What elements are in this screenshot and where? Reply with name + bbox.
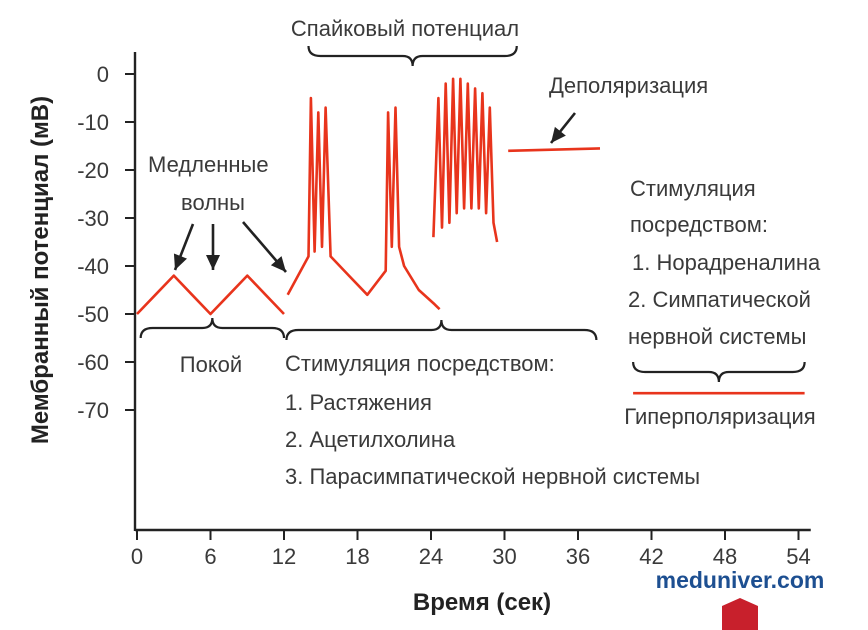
watermark-text: meduniver.com bbox=[656, 567, 825, 593]
brace-hyperpolarization bbox=[632, 361, 806, 383]
annotation-marks bbox=[139, 45, 806, 383]
y-tick-label: 0 bbox=[97, 62, 109, 87]
label-stim-bottom-1: Стимуляция посредством: bbox=[285, 351, 555, 376]
x-tick-label: 42 bbox=[639, 544, 663, 569]
brace-spike bbox=[307, 45, 518, 67]
watermark-shield-icon bbox=[722, 598, 758, 630]
traces bbox=[136, 77, 805, 395]
x-axis-title: Время (сек) bbox=[413, 589, 551, 616]
label-spike-potential: Спайковый потенциал bbox=[291, 16, 519, 41]
x-tick-label: 6 bbox=[204, 544, 216, 569]
y-tick-label: -70 bbox=[77, 398, 109, 423]
x-tick-label: 36 bbox=[566, 544, 590, 569]
y-tick-label: -40 bbox=[77, 254, 109, 279]
label-stim-right-3: 1. Норадреналина bbox=[632, 250, 821, 275]
label-stim-bottom-2: 1. Растяжения bbox=[285, 390, 432, 415]
annotation-labels: Спайковый потенциал Деполяризация Медленны… bbox=[148, 16, 824, 630]
brace-stimulation-bottom bbox=[285, 319, 598, 341]
x-tick-label: 54 bbox=[786, 544, 810, 569]
x-tick-label: 12 bbox=[272, 544, 296, 569]
y-axis-title: Мембранный потенциал (мВ) bbox=[27, 96, 54, 444]
y-tick-label: -20 bbox=[77, 158, 109, 183]
series-spike-burst bbox=[432, 77, 499, 243]
axes: 0 -10 -20 -30 -40 -50 -60 -70 0 6 12 18 24 30 36 42 48 54… bbox=[27, 52, 811, 616]
label-depolarization: Деполяризация bbox=[549, 73, 708, 98]
label-hyperpolarization: Гиперполяризация bbox=[624, 404, 815, 429]
arrow-slow-wave-3-head bbox=[270, 256, 286, 272]
x-tick-label: 18 bbox=[345, 544, 369, 569]
x-tick-label: 48 bbox=[713, 544, 737, 569]
y-tick-label: -60 bbox=[77, 350, 109, 375]
label-slow-waves-2: волны bbox=[181, 190, 245, 215]
x-tick-label: 0 bbox=[131, 544, 143, 569]
y-tick-label: -30 bbox=[77, 206, 109, 231]
label-stim-right-2: посредством: bbox=[630, 212, 768, 237]
label-rest: Покой bbox=[180, 352, 242, 377]
series-depolarization bbox=[508, 147, 601, 153]
label-stim-bottom-4: 3. Парасимпатической нервной системы bbox=[285, 464, 700, 489]
label-stim-right-5: нервной системы bbox=[628, 324, 806, 349]
series-rest bbox=[136, 274, 285, 316]
label-stim-bottom-3: 2. Ацетилхолина bbox=[285, 427, 456, 452]
label-stim-right-4: 2. Симпатической bbox=[628, 287, 811, 312]
arrow-slow-wave-2-head bbox=[206, 255, 220, 270]
brace-rest bbox=[139, 317, 286, 339]
x-tick-label: 24 bbox=[419, 544, 443, 569]
label-stim-right-1: Стимуляция bbox=[630, 176, 756, 201]
x-tick-label: 30 bbox=[492, 544, 516, 569]
arrow-depolarization-head bbox=[551, 126, 566, 143]
y-tick-label: -50 bbox=[77, 302, 109, 327]
y-tick-label: -10 bbox=[77, 110, 109, 135]
arrow-slow-wave-1-head bbox=[173, 253, 187, 270]
label-slow-waves-1: Медленные bbox=[148, 152, 269, 177]
series-spikes-single bbox=[286, 96, 441, 311]
